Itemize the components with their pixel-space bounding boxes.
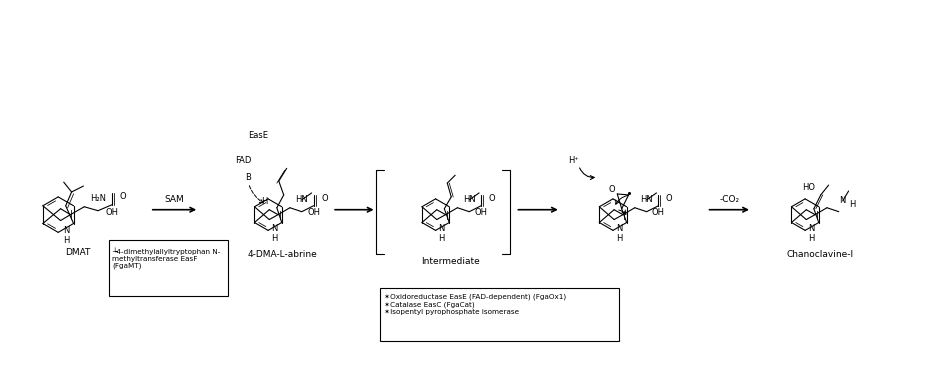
Text: EasE: EasE [248,131,268,140]
Text: O: O [119,192,126,201]
Text: SAM: SAM [165,195,184,204]
Text: B: B [246,173,251,182]
Text: H: H [807,234,814,243]
Text: ✶Oxidoreductase EasE (FAD-dependent) (FgaOx1)
✶Catalase EasC (FgaCat)
✶Isopentyl: ✶Oxidoreductase EasE (FAD-dependent) (Fg… [384,293,565,315]
Text: OH: OH [307,208,320,217]
Text: HN: HN [640,195,652,204]
Text: N: N [63,226,69,235]
Text: Chanoclavine-I: Chanoclavine-I [785,250,853,258]
Text: N: N [438,224,445,233]
Text: Intermediate: Intermediate [421,257,479,266]
Text: N: N [270,224,277,233]
Text: O: O [607,185,614,193]
Text: OH: OH [106,208,118,217]
FancyBboxPatch shape [109,240,228,296]
Text: O: O [321,194,327,203]
Text: -CO₂: -CO₂ [719,195,739,204]
Text: O: O [488,194,495,203]
Text: N: N [839,196,845,205]
Text: HO: HO [802,182,815,192]
Text: N: N [807,224,814,233]
Text: 4-DMA-L-abrine: 4-DMA-L-abrine [248,250,317,258]
Text: H₂N: H₂N [89,194,106,203]
Text: H: H [438,234,445,243]
Text: H: H [848,200,855,209]
Text: HN: HN [463,195,475,204]
FancyBboxPatch shape [380,288,618,341]
Text: H: H [261,197,268,206]
Text: FAD: FAD [235,156,251,165]
Text: HN: HN [295,195,307,204]
Text: H: H [270,234,277,243]
Text: ┶4-dimethylallyltryptophan N-
methyltransferase EasF
(FgaMT): ┶4-dimethylallyltryptophan N- methyltran… [112,247,221,269]
Text: OH: OH [474,208,487,217]
Text: O: O [665,194,672,203]
Text: DMAT: DMAT [65,248,90,256]
Text: N: N [615,224,622,233]
Text: H⁺: H⁺ [567,156,579,165]
Text: OH: OH [651,208,664,217]
Text: H: H [63,236,69,245]
Text: H: H [615,234,622,243]
